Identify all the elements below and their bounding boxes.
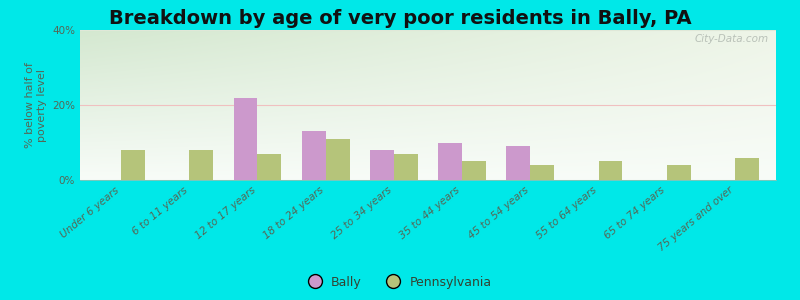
Bar [394, 154, 418, 180]
Text: Breakdown by age of very poor residents in Bally, PA: Breakdown by age of very poor residents … [109, 9, 691, 28]
Bar [462, 161, 486, 180]
Bar [326, 139, 350, 180]
Bar [506, 146, 530, 180]
Bar [735, 158, 759, 180]
Bar [370, 150, 394, 180]
Bar [667, 165, 690, 180]
Bar [598, 161, 622, 180]
Bar [121, 150, 145, 180]
Bar [234, 98, 258, 180]
Legend: Bally, Pennsylvania: Bally, Pennsylvania [303, 271, 497, 294]
Bar [302, 131, 326, 180]
Bar [438, 142, 462, 180]
Y-axis label: % below half of
poverty level: % below half of poverty level [25, 62, 46, 148]
Bar [530, 165, 554, 180]
Bar [258, 154, 282, 180]
Bar [189, 150, 213, 180]
Text: City-Data.com: City-Data.com [695, 34, 769, 44]
